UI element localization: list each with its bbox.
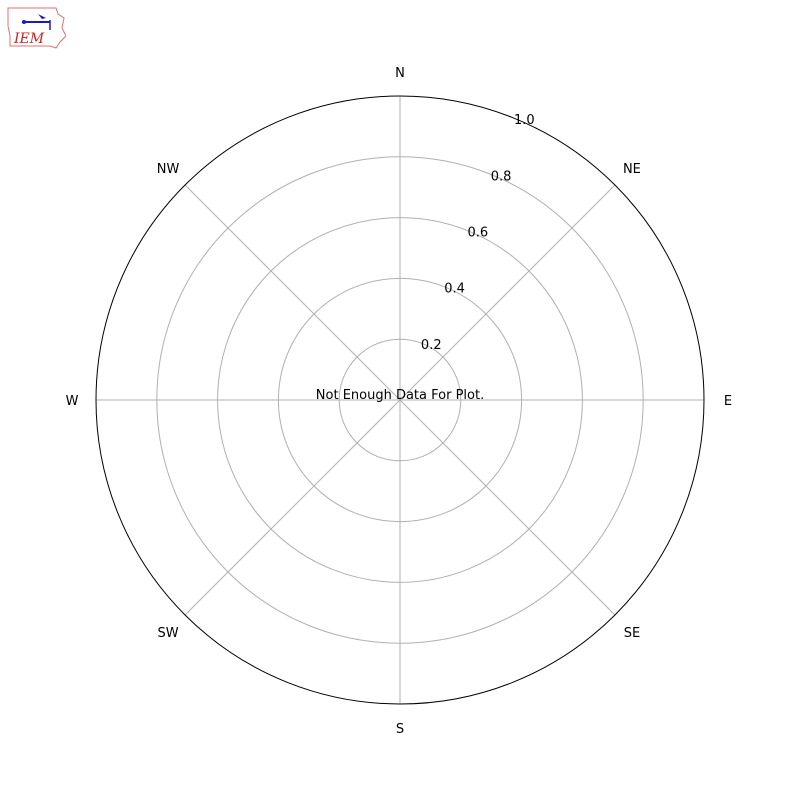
theta-gridline — [399, 399, 616, 616]
theta-label-nw: NW — [157, 162, 180, 177]
theta-gridline — [184, 184, 401, 401]
polar-frame — [95, 95, 705, 705]
r-gridline — [338, 338, 462, 462]
theta-label-se: SE — [624, 626, 640, 641]
theta-label-w: W — [66, 394, 79, 409]
r-tick-label: 0.6 — [467, 225, 488, 240]
theta-label-ne: NE — [623, 162, 641, 177]
svg-text:IEM: IEM — [13, 31, 45, 47]
theta-gridline — [399, 184, 616, 401]
theta-gridline — [184, 399, 401, 616]
r-gridline — [156, 156, 644, 644]
iem-logo: IEM — [7, 7, 66, 49]
r-gridline — [277, 277, 523, 523]
r-tick-label: 0.4 — [444, 282, 465, 297]
theta-label-s: S — [396, 722, 404, 737]
theta-label-e: E — [724, 394, 732, 409]
annotation: Not Enough Data For Plot. — [315, 388, 485, 403]
r-gridline — [217, 217, 583, 583]
theta-label-n: N — [395, 66, 405, 81]
r-tick-label: 1.0 — [514, 113, 535, 128]
r-tick-label: 0.8 — [491, 169, 512, 184]
r-tick-label: 0.2 — [421, 338, 442, 353]
theta-label-sw: SW — [158, 626, 179, 641]
